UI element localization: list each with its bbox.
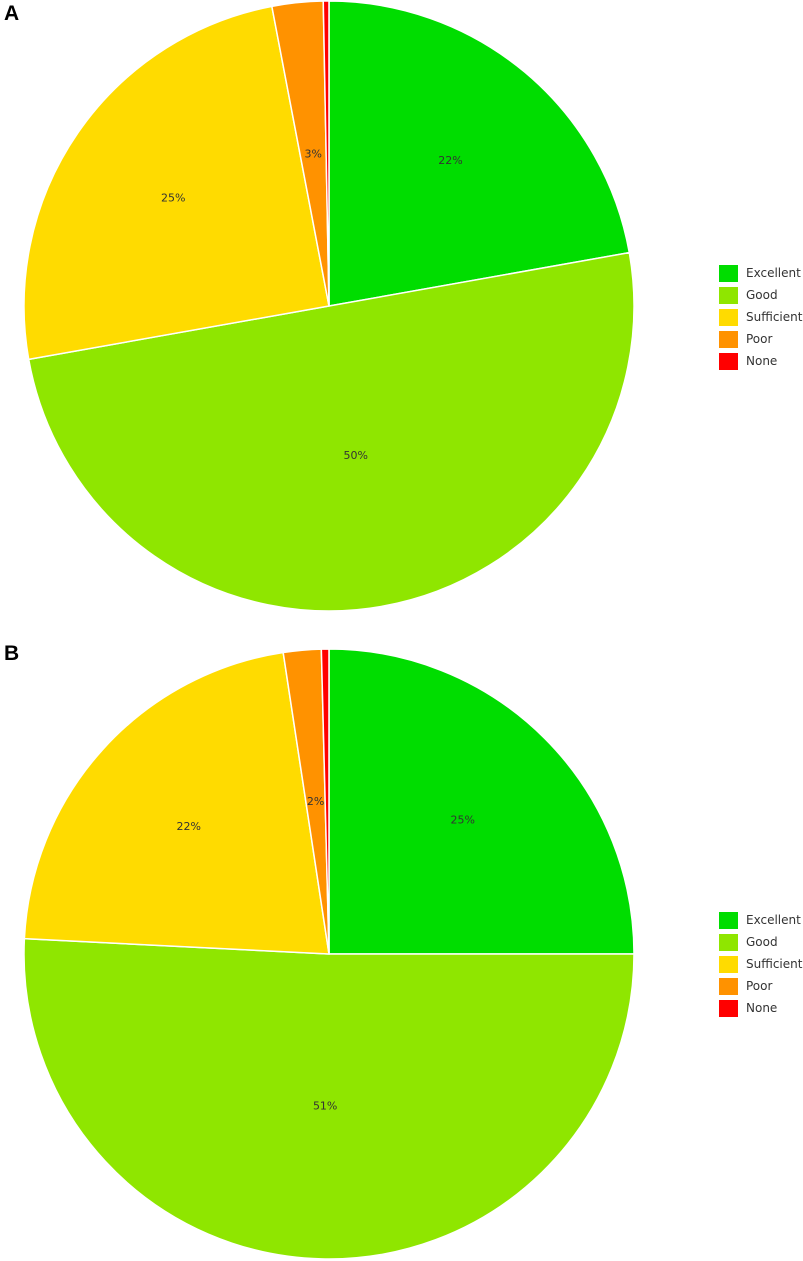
- panel-label-b: B: [4, 642, 20, 665]
- legend-label-sufficient: Sufficient: [746, 957, 803, 971]
- legend-swatch-good: [719, 286, 738, 304]
- legend-label-excellent: Excellent: [746, 266, 801, 280]
- legend-label-none: None: [746, 354, 778, 368]
- pie-slice-sufficient: [23, 651, 330, 955]
- legend-swatch-none: [719, 352, 738, 370]
- pie-slice-good: [27, 251, 635, 612]
- legend-label-good: Good: [746, 935, 778, 949]
- legend-label-poor: Poor: [746, 332, 773, 346]
- legend-item-poor: Poor: [719, 328, 802, 350]
- legend-item-poor: Poor: [719, 975, 802, 997]
- legend-swatch-poor: [719, 330, 738, 348]
- slice-data-label-good: 50%: [343, 449, 367, 462]
- legend-swatch-excellent: [719, 911, 738, 929]
- legend-item-sufficient: Sufficient: [719, 953, 802, 975]
- chart-panel-b: B 25% 51% 22% 2% Excellent Good Sufficient …: [0, 640, 803, 1261]
- slice-data-label-excellent: 25%: [450, 813, 474, 826]
- legend-swatch-sufficient: [719, 308, 738, 326]
- chart-panel-a: A 22% 50% 25% 3% Excellent Good Sufficient …: [4, 0, 802, 612]
- slice-data-label-sufficient: 22%: [177, 820, 201, 833]
- legend-label-none: None: [746, 1001, 778, 1015]
- legend-item-none: None: [719, 997, 802, 1019]
- legend-b: Excellent Good Sufficient Poor None: [719, 909, 802, 1019]
- legend-item-excellent: Excellent: [719, 909, 802, 931]
- legend-swatch-none: [719, 999, 738, 1017]
- pie-chart-b: 25% 51% 22% 2%: [23, 648, 635, 1260]
- pie-slice-excellent: [328, 0, 631, 307]
- pie-slice-none: [320, 648, 330, 955]
- legend-item-good: Good: [719, 284, 802, 306]
- legend-swatch-sufficient: [719, 955, 738, 973]
- legend-label-sufficient: Sufficient: [746, 310, 803, 324]
- slice-data-label-poor: 2%: [307, 795, 324, 808]
- legend-label-excellent: Excellent: [746, 913, 801, 927]
- pie-slice-excellent: [328, 648, 635, 955]
- legend-item-excellent: Excellent: [719, 262, 802, 284]
- legend-item-good: Good: [719, 931, 802, 953]
- legend-item-sufficient: Sufficient: [719, 306, 802, 328]
- slice-data-label-poor: 3%: [304, 147, 321, 160]
- legend-swatch-good: [719, 933, 738, 951]
- legend-swatch-excellent: [719, 264, 738, 282]
- slice-data-label-good: 51%: [313, 1099, 337, 1112]
- legend-swatch-poor: [719, 977, 738, 995]
- pie-slice-good: [23, 937, 635, 1260]
- legend-item-none: None: [719, 350, 802, 372]
- slice-data-label-excellent: 22%: [438, 154, 462, 167]
- slice-data-label-sufficient: 25%: [161, 192, 185, 205]
- pie-slice-none: [322, 0, 330, 307]
- legend-label-poor: Poor: [746, 979, 773, 993]
- legend-a: Excellent Good Sufficient Poor None: [719, 262, 802, 372]
- pie-chart-a: 22% 50% 25% 3%: [23, 0, 635, 612]
- panel-label-a: A: [4, 2, 20, 25]
- legend-label-good: Good: [746, 288, 778, 302]
- pie-slice-sufficient: [23, 5, 330, 361]
